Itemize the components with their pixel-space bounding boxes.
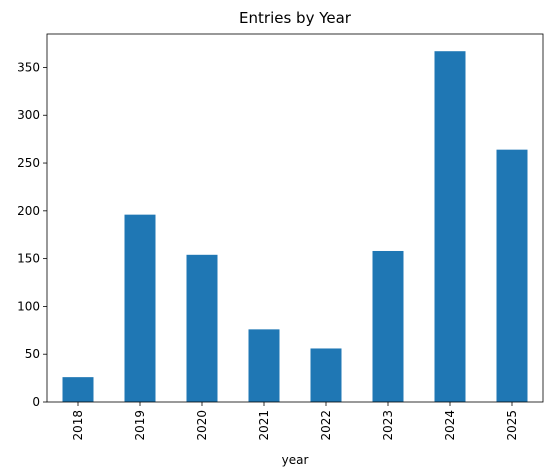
bar-2021 <box>248 329 280 402</box>
plot-area: 2018 2019 2020 2021 2022 2023 2024 2025 0 50 100 15… <box>17 33 544 441</box>
x-tick-label-2022: 2022 <box>319 410 333 441</box>
x-axis-label: year <box>282 453 309 467</box>
bar-2023 <box>372 250 404 402</box>
bar-2025 <box>496 149 528 402</box>
y-tick-label-0: 0 <box>32 395 40 409</box>
bar-2022 <box>310 348 342 402</box>
x-tick-label-2019: 2019 <box>133 410 147 441</box>
x-tick-label-2024: 2024 <box>443 410 457 441</box>
y-tick-label-50: 50 <box>25 347 40 361</box>
y-tick-label-200: 200 <box>17 204 40 218</box>
y-tick-label-350: 350 <box>17 60 40 74</box>
x-tick-label-2020: 2020 <box>195 410 209 441</box>
x-tick-label-2025: 2025 <box>505 410 519 441</box>
x-tick-label-2021: 2021 <box>257 410 271 441</box>
y-tick-label-100: 100 <box>17 299 40 313</box>
bar-2020 <box>186 254 218 402</box>
x-tick-label-2018: 2018 <box>71 410 85 441</box>
y-tick-label-250: 250 <box>17 156 40 170</box>
y-tick-label-150: 150 <box>17 252 40 266</box>
plot-frame <box>46 33 544 403</box>
y-tick-label-300: 300 <box>17 108 40 122</box>
chart-title: Entries by Year <box>239 9 352 27</box>
bar-2024 <box>434 51 466 403</box>
bar-2018 <box>62 377 94 402</box>
bar-2019 <box>124 214 156 402</box>
x-tick-label-2023: 2023 <box>381 410 395 441</box>
